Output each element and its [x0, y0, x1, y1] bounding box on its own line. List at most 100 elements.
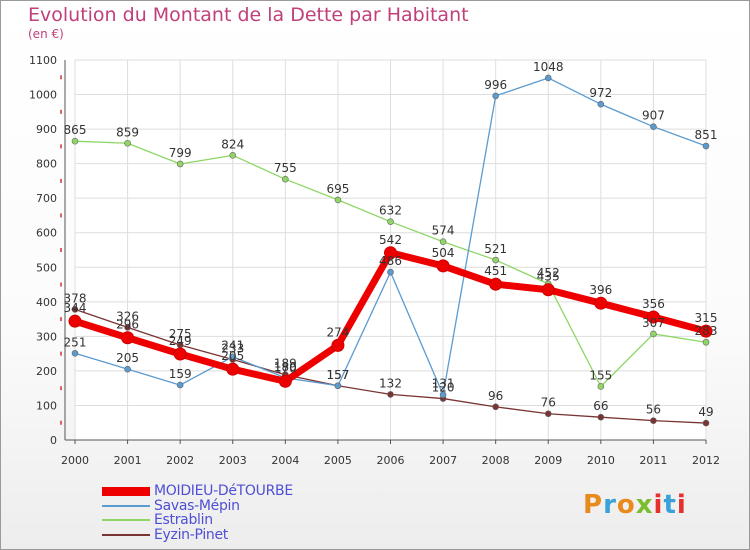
legend-label: MOIDIEU-DéTOURBE — [154, 483, 293, 499]
data-label: 907 — [642, 109, 665, 123]
data-point — [121, 331, 135, 345]
legend: MOIDIEU-DéTOURBE Savas-Mépin Estrablin Eyzi… — [98, 483, 378, 543]
data-label: 283 — [695, 324, 718, 338]
data-point — [226, 362, 240, 376]
data-label: 326 — [116, 309, 139, 323]
data-label: 996 — [484, 78, 507, 92]
x-tick-label: 2005 — [324, 454, 352, 467]
data-label: 452 — [537, 266, 560, 280]
data-label: 241 — [221, 339, 244, 353]
data-point — [334, 196, 342, 204]
y-tick-label: 0 — [50, 434, 57, 447]
x-tick-label: 2011 — [639, 454, 667, 467]
data-point — [71, 349, 79, 357]
logo-letter: i — [653, 490, 664, 520]
data-point — [597, 413, 605, 421]
data-label: 695 — [326, 182, 349, 196]
data-label: 233 — [221, 342, 244, 356]
data-label: 49 — [698, 405, 713, 419]
data-label: 56 — [646, 403, 661, 417]
data-label: 504 — [432, 246, 455, 260]
data-point — [173, 347, 187, 361]
data-label: 378 — [64, 291, 87, 305]
legend-label: Savas-Mépin — [154, 497, 240, 514]
data-point — [124, 365, 131, 373]
data-label: 851 — [695, 128, 718, 142]
data-point — [541, 283, 555, 297]
data-point — [702, 419, 710, 427]
data-label: 396 — [589, 283, 612, 297]
data-label: 157 — [326, 368, 349, 382]
legend-swatch — [102, 533, 150, 536]
data-point — [492, 403, 499, 411]
y-tick-label: 500 — [36, 261, 57, 274]
x-tick-label: 2002 — [166, 454, 194, 467]
data-label: 132 — [379, 376, 402, 390]
data-point — [229, 152, 237, 159]
data-point — [124, 139, 131, 147]
data-label: 824 — [221, 137, 244, 151]
data-label: 451 — [484, 264, 507, 278]
data-point — [176, 381, 184, 389]
data-label: 315 — [695, 311, 718, 325]
y-tick-label: 900 — [36, 123, 57, 136]
data-point — [387, 268, 394, 276]
data-point — [384, 246, 397, 260]
y-tick-label: 1100 — [29, 54, 57, 67]
data-point — [650, 417, 657, 424]
data-label: 159 — [169, 367, 192, 381]
data-label: 542 — [379, 233, 402, 247]
proxiti-logo: Proxiti — [583, 490, 687, 520]
data-label: 755 — [274, 161, 297, 175]
data-point — [492, 92, 499, 100]
chart-subtitle: (en €) — [28, 27, 64, 41]
data-point — [544, 410, 552, 418]
legend-swatch — [102, 519, 150, 521]
data-point — [650, 330, 657, 338]
data-label: 307 — [642, 316, 665, 330]
data-label: 120 — [432, 381, 455, 395]
data-point — [334, 382, 342, 390]
data-point — [71, 137, 79, 145]
data-label: 574 — [432, 224, 455, 238]
logo-letter: o — [616, 490, 636, 520]
data-label: 274 — [326, 325, 349, 339]
data-point — [597, 383, 605, 390]
data-point — [68, 314, 82, 328]
data-point — [387, 218, 394, 225]
data-label: 157 — [326, 368, 349, 382]
y-tick-label: 700 — [36, 192, 57, 205]
x-tick-label: 2000 — [61, 454, 89, 467]
data-point — [387, 391, 394, 398]
legend-label: Estrablin — [154, 512, 213, 528]
data-label: 66 — [593, 399, 608, 413]
data-point — [594, 296, 608, 310]
data-label: 632 — [379, 204, 402, 218]
logo-letter: r — [603, 490, 617, 520]
y-tick-label: 800 — [36, 158, 57, 171]
y-tick-label: 600 — [36, 227, 57, 240]
legend-swatch — [102, 504, 150, 507]
data-point — [650, 123, 657, 130]
y-tick-label: 400 — [36, 296, 57, 309]
data-label: 189 — [274, 357, 297, 371]
series-layer — [68, 74, 713, 427]
x-tick-label: 2010 — [587, 454, 615, 467]
data-label: 249 — [169, 334, 192, 348]
legend-label: Eyzin-Pinet — [154, 526, 228, 543]
data-point — [282, 175, 289, 183]
data-label: 296 — [116, 318, 139, 332]
data-point — [331, 338, 345, 352]
data-label: 96 — [488, 389, 503, 403]
logo-letter: P — [583, 490, 604, 520]
data-label: 799 — [169, 146, 192, 160]
data-point — [278, 374, 292, 388]
y-tick-label: 100 — [36, 399, 57, 412]
data-label: 356 — [642, 297, 665, 311]
data-point — [124, 324, 131, 331]
data-label: 435 — [537, 270, 560, 284]
chart-title: Evolution du Montant de la Dette par Hab… — [28, 4, 469, 26]
data-point — [544, 74, 552, 82]
